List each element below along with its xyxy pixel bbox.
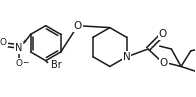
Text: N: N: [15, 43, 23, 53]
Text: −: −: [23, 58, 29, 67]
Text: +: +: [21, 39, 26, 44]
Text: O: O: [74, 21, 82, 31]
Text: O: O: [159, 29, 167, 39]
Text: O: O: [0, 38, 7, 47]
Text: O: O: [159, 58, 168, 68]
Text: O: O: [15, 59, 22, 68]
Text: N: N: [123, 52, 131, 62]
Text: Br: Br: [51, 61, 62, 71]
